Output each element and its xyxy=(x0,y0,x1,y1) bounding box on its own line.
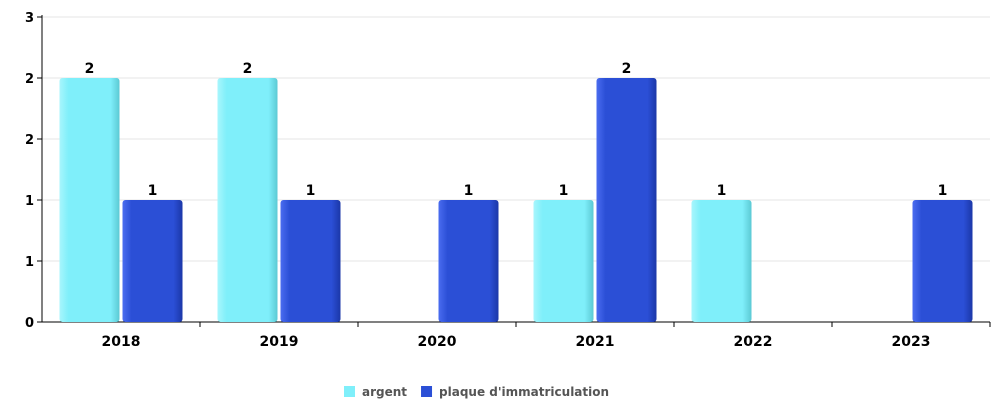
y-tick-label: 2 xyxy=(25,72,34,87)
legend-swatch[interactable] xyxy=(421,386,433,397)
bar-plaque-d-immatriculation-2019 xyxy=(280,200,341,322)
legend: argent plaque d'immatriculation xyxy=(344,385,609,399)
data-label: 1 xyxy=(306,183,316,199)
legend-swatch[interactable] xyxy=(344,386,355,397)
y-tick-label: 2 xyxy=(25,133,34,148)
data-label: 2 xyxy=(85,61,95,77)
y-tick-label: 1 xyxy=(25,255,34,270)
data-label: 2 xyxy=(243,61,253,77)
legend-label[interactable]: plaque d'immatriculation xyxy=(439,385,609,399)
bar-plaque-d-immatriculation-2023 xyxy=(912,200,973,322)
y-tick-label: 3 xyxy=(25,11,34,26)
bar-argent-2022 xyxy=(691,200,752,322)
data-label: 1 xyxy=(717,183,727,199)
bar-plaque-d-immatriculation-2020 xyxy=(438,200,499,322)
y-tick-label: 1 xyxy=(25,194,34,209)
bar-plaque-d-immatriculation-2021 xyxy=(596,78,657,322)
x-tick-label: 2019 xyxy=(260,334,299,350)
data-label: 1 xyxy=(938,183,948,199)
data-labels: 2 1 2 1 1 1 2 1 1 xyxy=(85,61,948,199)
bars xyxy=(59,78,973,322)
x-tick-label: 2022 xyxy=(734,334,773,350)
x-tick-label: 2023 xyxy=(892,334,931,350)
data-label: 1 xyxy=(559,183,569,199)
bar-argent-2021 xyxy=(533,200,594,322)
gridlines xyxy=(42,16,990,262)
bar-argent-2018 xyxy=(59,78,120,322)
x-tick-label: 2021 xyxy=(576,334,615,350)
y-tick-label: 0 xyxy=(25,316,34,331)
x-tick-label: 2020 xyxy=(418,334,457,350)
legend-label[interactable]: argent xyxy=(362,385,407,399)
data-label: 1 xyxy=(464,183,474,199)
bar-plaque-d-immatriculation-2018 xyxy=(122,200,183,322)
data-label: 2 xyxy=(622,61,632,77)
bar-argent-2019 xyxy=(217,78,278,322)
data-label: 1 xyxy=(148,183,158,199)
x-tick-label: 2018 xyxy=(102,334,141,350)
axes: 0 1 1 2 2 3 2018 2019 2020 2021 2022 2023 xyxy=(25,11,991,350)
